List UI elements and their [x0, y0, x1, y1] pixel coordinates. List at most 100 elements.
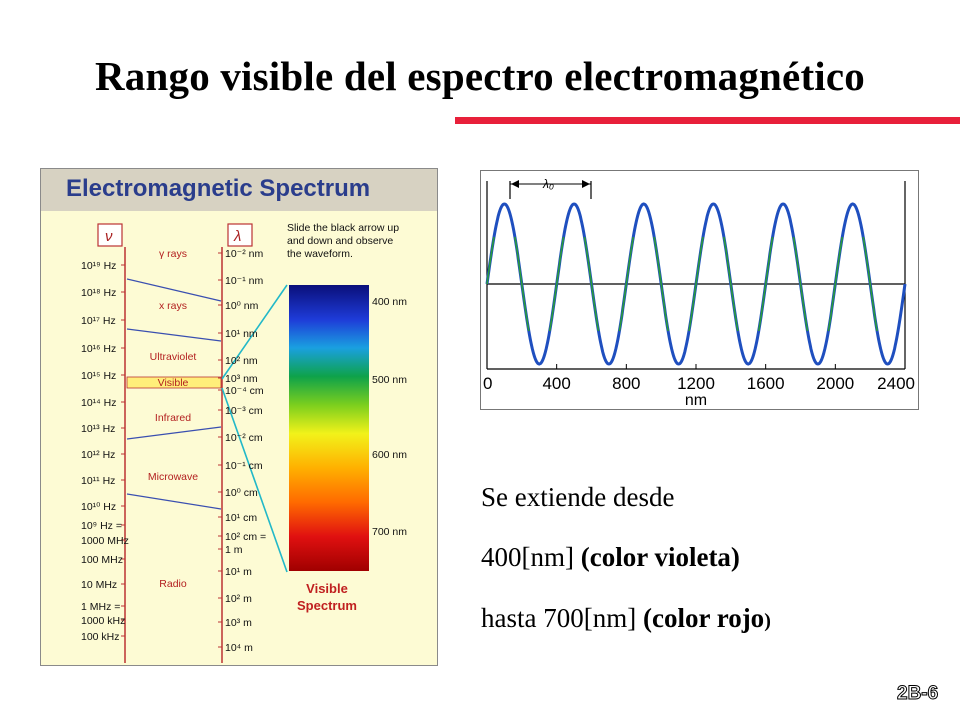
frequency-label: 10¹³ Hz — [81, 423, 115, 435]
frequency-label: 1000 MHz — [81, 535, 129, 547]
wavelength-label: 10³ nm — [225, 373, 258, 385]
wavelength-label: 10¹ nm — [225, 328, 258, 340]
x-tick-label: 2000 — [816, 374, 854, 393]
caption-range-end: hasta 700[nm] — [481, 603, 643, 633]
x-tick-label: 2400 — [877, 374, 915, 393]
wavelength-label: 10¹ m — [225, 566, 252, 578]
wavelength-label: 10³ m — [225, 617, 252, 629]
boundary-line — [126, 328, 222, 342]
spectrum-figure-header: Electromagnetic Spectrum — [41, 169, 437, 211]
nu-box — [97, 223, 123, 247]
frequency-label: 10¹¹ Hz — [81, 475, 115, 487]
wavelength-label: 10⁴ m — [225, 642, 253, 654]
wavelength-label: 10⁰ cm — [225, 487, 258, 499]
wavelength-label: 10² cm = — [225, 531, 266, 543]
caption-violet: (color violeta) — [580, 542, 740, 572]
x-tick-marks — [486, 364, 906, 369]
caption-line-1: Se extiende desde — [481, 482, 675, 512]
frequency-label: 10¹⁹ Hz — [81, 260, 116, 272]
visible-caption-line1: Visible — [306, 581, 348, 596]
wavelength-label: 10⁻⁴ cm — [225, 385, 264, 397]
boundary-line — [126, 493, 222, 510]
instruction-line: the waveform. — [287, 248, 353, 260]
visible-band — [126, 376, 222, 389]
boundary-line — [126, 426, 222, 440]
frequency-label: 10¹⁶ Hz — [81, 343, 116, 355]
wavelength-label: 10⁻¹ cm — [225, 460, 263, 472]
spectrum-figure-title: Electromagnetic Spectrum — [66, 175, 371, 202]
caption-line-2: 400[nm] (color violeta) — [481, 542, 740, 573]
visible-nm-label: 500 nm — [372, 374, 407, 386]
x-tick-label: 800 — [612, 374, 640, 393]
region-label: Visible — [158, 377, 189, 389]
visible-caption-line2: Spectrum — [297, 598, 357, 613]
slide-title: Rango visible del espectro electromagnét… — [95, 53, 865, 99]
lambda-arrow-left — [511, 180, 519, 188]
region-label: Infrared — [155, 412, 191, 424]
frequency-labels: 10¹⁹ Hz 10¹⁸ Hz 10¹⁷ Hz 10¹⁶ Hz 10¹⁵ Hz 10¹⁴ … — [81, 260, 129, 643]
region-label: Radio — [159, 578, 187, 590]
lambda-box — [227, 223, 253, 247]
wavelength-label: 10¹ cm — [225, 512, 257, 524]
visible-spectrum-bar — [289, 285, 369, 571]
x-tick-label: 1200 — [677, 374, 715, 393]
frequency-label: 10 MHz — [81, 579, 117, 591]
slide-number: 2B-6 — [896, 683, 939, 705]
spectrum-figure: Electromagnetic Spectrum ν λ — [40, 168, 438, 666]
zoom-line-top — [221, 284, 288, 380]
frequency-label: 10¹² Hz — [81, 449, 115, 461]
nu-symbol: ν — [105, 228, 113, 245]
frequency-label: 10¹⁵ Hz — [81, 370, 116, 382]
caption-red: (color rojo — [642, 603, 765, 633]
wavelength-label: 10⁰ nm — [225, 300, 259, 312]
wavelength-label: 10² m — [225, 593, 252, 605]
frequency-label: 1 MHz = — [81, 601, 120, 613]
frequency-label: 10⁹ Hz = — [81, 520, 122, 532]
lambda-label: λ₀ — [542, 177, 554, 191]
visible-nm-labels: 400 nm 500 nm 600 nm 700 nm — [372, 296, 407, 538]
wavelength-label: 1 m — [225, 544, 243, 556]
lambda-arrow-right — [582, 180, 590, 188]
spectrum-ticks — [121, 252, 222, 648]
frequency-label: 10¹⁰ Hz — [81, 501, 116, 513]
frequency-label: 10¹⁴ Hz — [81, 397, 116, 409]
visible-nm-label: 600 nm — [372, 449, 407, 461]
region-labels: γ rays x rays Ultraviolet Visible Infrared Mi… — [148, 248, 198, 590]
x-tick-label: 400 — [542, 374, 570, 393]
title-underline — [455, 117, 960, 124]
visible-nm-label: 700 nm — [372, 526, 407, 538]
frequency-label: 100 kHz — [81, 631, 120, 643]
caption-close-paren: ) — [764, 610, 771, 632]
zoom-line-bottom — [221, 387, 288, 573]
region-label: γ rays — [159, 248, 187, 260]
x-tick-label: 1600 — [747, 374, 785, 393]
caption-range-start: 400[nm] — [481, 542, 581, 572]
instruction-line: Slide the black arrow up — [287, 222, 399, 234]
region-label: Microwave — [148, 471, 198, 483]
caption-line-3: hasta 700[nm] (color rojo) — [481, 603, 771, 634]
region-label: x rays — [159, 300, 187, 312]
lambda-symbol: λ — [233, 228, 241, 245]
frequency-label: 10¹⁷ Hz — [81, 315, 116, 327]
region-label: Ultraviolet — [150, 351, 197, 363]
visible-nm-label: 400 nm — [372, 296, 407, 308]
frequency-label: 100 MHz — [81, 554, 123, 566]
waveform-plot: λ₀ 0 400 800 1200 1600 2000 2400 nm — [483, 177, 915, 408]
x-tick-label: 0 — [483, 374, 492, 393]
frequency-label: 10¹⁸ Hz — [81, 287, 116, 299]
frequency-label: 1000 kHz — [81, 615, 125, 627]
wavelength-label: 10⁻² nm — [225, 248, 263, 260]
wavelength-label: 10⁻¹ nm — [225, 275, 263, 287]
wavelength-label: 10² nm — [225, 355, 258, 367]
waveform-figure: λ₀ 0 400 800 1200 1600 2000 2400 nm — [480, 170, 919, 410]
wavelength-label: 10⁻² cm — [225, 432, 263, 444]
wavelength-label: 10⁻³ cm — [225, 405, 263, 417]
x-tick-labels: 0 400 800 1200 1600 2000 2400 — [483, 374, 915, 393]
x-axis-label: nm — [685, 392, 707, 408]
instruction-line: and down and observe — [287, 235, 393, 247]
sine-wave-midline — [486, 236, 878, 332]
boundary-line — [126, 278, 222, 302]
